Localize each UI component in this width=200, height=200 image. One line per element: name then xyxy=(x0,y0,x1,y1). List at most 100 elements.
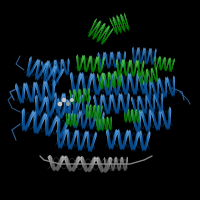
Ellipse shape xyxy=(120,95,121,98)
Ellipse shape xyxy=(97,121,98,131)
Ellipse shape xyxy=(76,93,77,103)
Ellipse shape xyxy=(109,157,110,163)
Ellipse shape xyxy=(139,132,140,135)
Ellipse shape xyxy=(132,110,133,112)
Ellipse shape xyxy=(80,94,81,102)
Ellipse shape xyxy=(100,98,101,112)
Ellipse shape xyxy=(65,156,66,162)
Ellipse shape xyxy=(125,68,126,76)
Ellipse shape xyxy=(55,93,57,106)
Ellipse shape xyxy=(108,104,109,115)
Ellipse shape xyxy=(55,92,56,100)
Ellipse shape xyxy=(69,162,70,171)
Ellipse shape xyxy=(121,73,122,82)
Ellipse shape xyxy=(138,130,139,140)
Ellipse shape xyxy=(125,16,129,29)
Ellipse shape xyxy=(84,111,85,114)
Ellipse shape xyxy=(104,117,105,125)
Ellipse shape xyxy=(118,53,119,55)
Ellipse shape xyxy=(100,118,101,128)
Ellipse shape xyxy=(102,39,104,44)
Ellipse shape xyxy=(116,108,117,114)
Ellipse shape xyxy=(156,65,157,70)
Ellipse shape xyxy=(160,105,161,112)
Ellipse shape xyxy=(57,117,60,132)
Ellipse shape xyxy=(147,91,149,100)
Ellipse shape xyxy=(48,61,49,65)
Ellipse shape xyxy=(145,118,147,132)
Ellipse shape xyxy=(27,84,29,98)
Ellipse shape xyxy=(166,77,167,87)
Ellipse shape xyxy=(45,113,48,126)
Ellipse shape xyxy=(22,111,25,127)
Ellipse shape xyxy=(170,64,171,72)
Ellipse shape xyxy=(129,130,130,140)
Ellipse shape xyxy=(63,59,64,68)
Ellipse shape xyxy=(173,76,175,89)
Ellipse shape xyxy=(107,89,108,95)
Ellipse shape xyxy=(134,103,136,115)
Ellipse shape xyxy=(45,75,48,84)
Ellipse shape xyxy=(123,59,124,66)
Ellipse shape xyxy=(85,106,86,116)
Ellipse shape xyxy=(105,75,106,86)
Ellipse shape xyxy=(81,111,82,123)
Ellipse shape xyxy=(39,64,44,78)
Ellipse shape xyxy=(88,112,89,115)
Ellipse shape xyxy=(122,25,125,32)
Ellipse shape xyxy=(86,104,87,108)
Ellipse shape xyxy=(92,22,99,34)
Ellipse shape xyxy=(76,92,77,102)
Ellipse shape xyxy=(83,102,84,115)
Ellipse shape xyxy=(57,104,58,113)
Ellipse shape xyxy=(47,83,49,97)
Ellipse shape xyxy=(61,125,64,139)
Ellipse shape xyxy=(107,160,108,171)
Ellipse shape xyxy=(87,131,88,138)
Ellipse shape xyxy=(103,94,104,102)
Ellipse shape xyxy=(81,140,82,151)
Ellipse shape xyxy=(165,60,166,70)
Ellipse shape xyxy=(112,93,113,104)
Ellipse shape xyxy=(131,75,132,90)
Ellipse shape xyxy=(153,68,154,78)
Ellipse shape xyxy=(93,25,100,37)
Ellipse shape xyxy=(120,29,121,32)
Ellipse shape xyxy=(168,113,170,128)
Ellipse shape xyxy=(127,76,128,92)
Ellipse shape xyxy=(39,107,41,116)
Ellipse shape xyxy=(157,94,158,97)
Ellipse shape xyxy=(109,119,110,129)
Ellipse shape xyxy=(155,74,156,82)
Ellipse shape xyxy=(163,109,164,124)
Ellipse shape xyxy=(148,114,150,130)
Ellipse shape xyxy=(90,72,91,84)
Ellipse shape xyxy=(72,136,73,149)
Ellipse shape xyxy=(140,72,141,76)
Ellipse shape xyxy=(33,114,37,130)
Ellipse shape xyxy=(59,102,60,113)
Ellipse shape xyxy=(77,100,79,114)
Ellipse shape xyxy=(146,72,147,86)
Ellipse shape xyxy=(131,97,132,102)
Ellipse shape xyxy=(120,29,121,32)
Ellipse shape xyxy=(97,106,98,116)
Ellipse shape xyxy=(134,116,135,123)
Ellipse shape xyxy=(162,93,163,101)
Ellipse shape xyxy=(65,128,66,139)
Ellipse shape xyxy=(162,86,164,98)
Ellipse shape xyxy=(173,77,175,91)
Ellipse shape xyxy=(162,93,163,103)
Ellipse shape xyxy=(143,104,144,114)
Ellipse shape xyxy=(68,113,69,122)
Ellipse shape xyxy=(148,123,149,132)
Ellipse shape xyxy=(55,167,56,170)
Ellipse shape xyxy=(106,164,107,171)
Ellipse shape xyxy=(144,85,145,95)
Ellipse shape xyxy=(37,121,40,134)
Ellipse shape xyxy=(101,73,102,86)
Ellipse shape xyxy=(98,32,104,42)
Ellipse shape xyxy=(79,144,80,150)
Ellipse shape xyxy=(97,107,98,117)
Ellipse shape xyxy=(137,125,138,133)
